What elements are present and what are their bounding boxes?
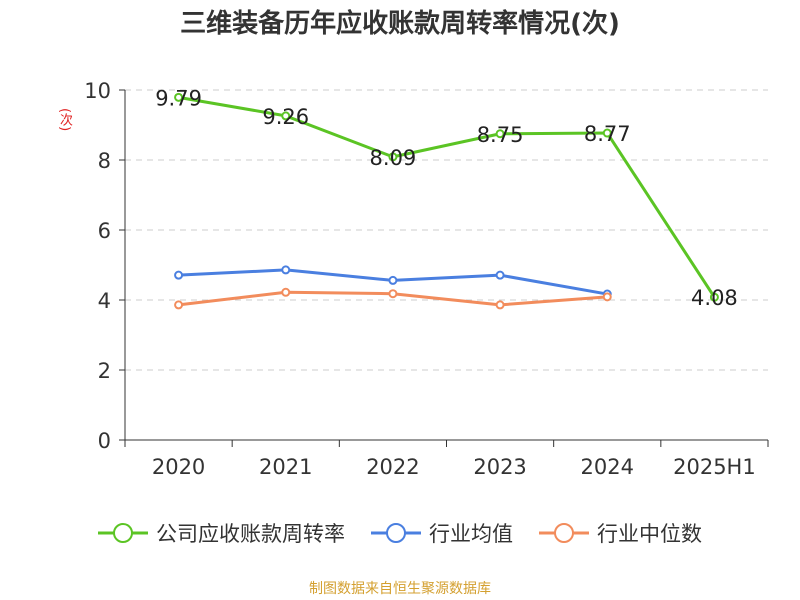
y-tick-label: 2	[98, 359, 111, 383]
data-point	[495, 300, 505, 310]
data-point	[388, 275, 398, 285]
y-axis-label: (次)	[57, 108, 72, 132]
series-lines	[174, 92, 719, 310]
data-point	[174, 300, 184, 310]
legend-item[interactable]: 公司应收账款周转率	[98, 518, 345, 548]
data-point	[602, 128, 612, 138]
x-tick-label: 2020	[152, 455, 205, 479]
y-tick-label: 10	[84, 79, 111, 103]
legend-swatch-icon	[539, 523, 589, 543]
data-point	[281, 265, 291, 275]
y-tick-label: 8	[98, 149, 111, 173]
data-label: 8.75	[477, 123, 524, 147]
data-label: 9.79	[155, 86, 202, 110]
data-point	[281, 111, 291, 121]
legend-label: 行业均值	[429, 522, 513, 546]
source-note: 制图数据来自恒生聚源数据库	[309, 581, 491, 597]
x-tick-label: 2024	[581, 455, 634, 479]
y-tick-label: 6	[98, 219, 111, 243]
data-point	[174, 92, 184, 102]
data-point	[709, 292, 719, 302]
series-line	[178, 95, 716, 299]
x-tick-label: 2025H1	[673, 455, 756, 479]
legend: 公司应收账款周转率 行业均值 行业中位数	[0, 518, 800, 548]
legend-item[interactable]: 行业均值	[371, 518, 513, 548]
data-point	[281, 287, 291, 297]
data-label: 4.08	[691, 286, 738, 310]
data-point	[602, 292, 612, 302]
x-tick-label: 2021	[259, 455, 312, 479]
data-point	[495, 270, 505, 280]
data-label: 8.09	[370, 146, 417, 170]
x-tick-label: 2022	[366, 455, 419, 479]
chart-title: 三维装备历年应收账款周转率情况(次)	[180, 9, 620, 39]
legend-label: 公司应收账款周转率	[156, 522, 345, 546]
data-label: 9.26	[262, 105, 309, 129]
axes: 0 2 4 6 8 10 2020 2021 2022 2023 2024 2025H1	[84, 79, 769, 479]
y-tick-label: 4	[98, 289, 111, 313]
data-labels: 9.79 9.26 8.09 8.75 8.77 4.08	[155, 86, 738, 310]
legend-item[interactable]: 行业中位数	[539, 518, 702, 548]
data-label: 8.77	[584, 122, 631, 146]
data-point	[388, 152, 398, 162]
data-point	[495, 129, 505, 139]
legend-label: 行业中位数	[597, 522, 702, 546]
legend-swatch-icon	[371, 523, 421, 543]
legend-swatch-icon	[98, 523, 148, 543]
y-tick-label: 0	[98, 429, 111, 453]
data-point	[388, 289, 398, 299]
x-tick-label: 2023	[473, 455, 526, 479]
data-point	[174, 270, 184, 280]
